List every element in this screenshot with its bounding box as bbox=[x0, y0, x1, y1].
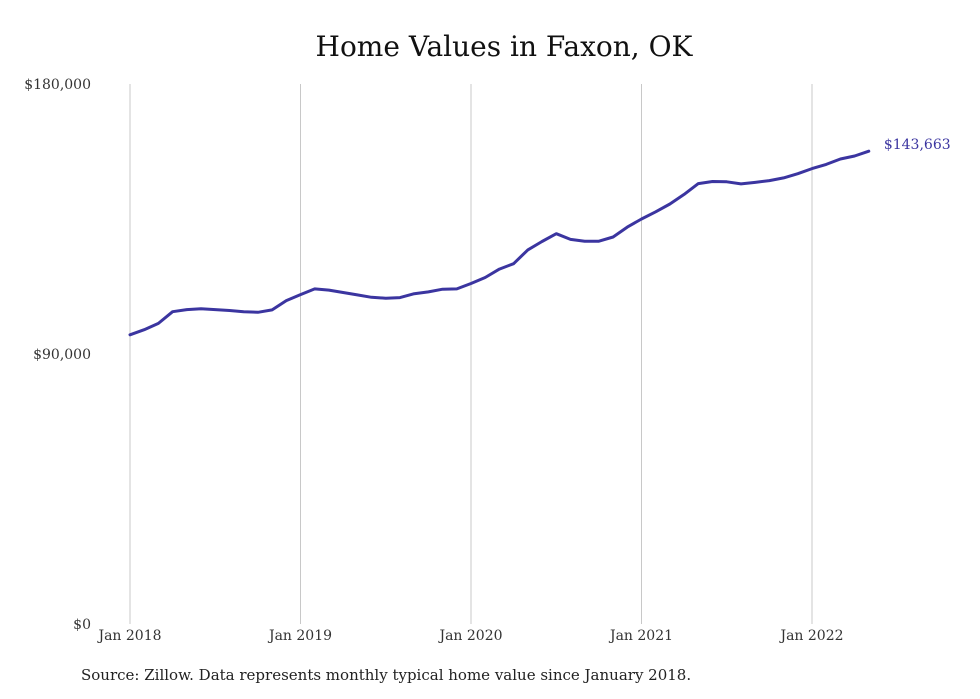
end-value-label: $143,663 bbox=[884, 137, 951, 153]
x-tick-label: Jan 2022 bbox=[778, 628, 843, 644]
source-note: Source: Zillow. Data represents monthly … bbox=[81, 666, 692, 684]
y-tick-label: $180,000 bbox=[24, 77, 91, 93]
x-tick-label: Jan 2018 bbox=[96, 628, 161, 644]
x-tick-label: Jan 2020 bbox=[437, 628, 502, 644]
series-line bbox=[128, 149, 871, 337]
chart-title: Home Values in Faxon, OK bbox=[315, 30, 693, 63]
x-tick-label: Jan 2019 bbox=[267, 628, 332, 644]
y-tick-label: $90,000 bbox=[33, 347, 91, 363]
x-tick-label: Jan 2021 bbox=[608, 628, 673, 644]
y-tick-label: $0 bbox=[73, 617, 91, 633]
